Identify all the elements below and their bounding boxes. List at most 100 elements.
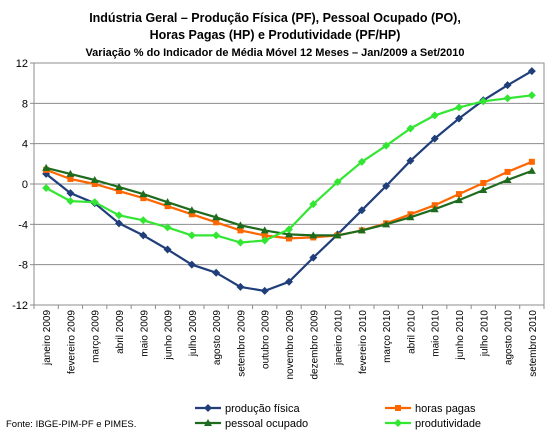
data-point [212,268,221,277]
y-tick-label: 0 [22,179,28,191]
x-tick-label: outubro 2009 [261,310,272,369]
x-tick-label: setembro 2009 [236,310,247,377]
data-point [66,197,75,206]
legend-label: pessoal ocupado [225,418,308,430]
data-point [479,97,488,106]
y-tick-label: 4 [22,139,28,151]
data-point [357,157,366,166]
data-point [187,231,196,240]
x-tick-label: julho 2009 [188,310,199,358]
x-tick-label: dezembro 2009 [309,310,320,380]
data-point [91,181,98,187]
x-tick-label: maio 2010 [431,310,442,357]
data-point [395,405,401,411]
x-tick-label: junho 2010 [455,310,466,361]
data-point [260,236,269,245]
chart-subtitle: Variação % do Indicador de Média Móvel 1… [85,47,464,59]
data-point [90,198,99,207]
data-point [430,134,439,143]
data-point [116,188,122,195]
data-point [140,195,147,202]
axes: 12 8 4 0 -4 -8 -12 janeiro 2009 fevereiro 2009 ma… [12,58,545,380]
x-tick-label: fevereiro 2009 [66,310,77,374]
data-point [527,67,536,76]
data-point [479,186,488,194]
x-tick-label: abril 2010 [406,310,417,354]
data-point [455,103,463,112]
data-point [333,231,342,239]
x-tick-label: junho 2009 [164,310,175,361]
legend-item: produção física [195,403,300,415]
data-point [406,213,415,221]
data-point [260,286,269,295]
data-point [236,221,245,229]
data-point [212,213,221,221]
data-point [333,177,342,186]
x-tick-label: abril 2009 [115,310,126,354]
data-point [285,277,293,286]
chart-title-line-2: Horas Pagas (HP) e Produtividade (PF/HP) [150,28,401,42]
x-tick-label: novembro 2009 [285,310,296,380]
data-point [164,203,171,210]
x-tick-label: janeiro 2010 [334,310,345,366]
data-point [528,158,535,165]
data-point [67,175,74,182]
data-point [430,111,439,120]
data-point [382,141,391,150]
y-tick-label: 8 [22,98,28,110]
x-tick-label: março 2009 [91,310,102,363]
data-point [139,190,148,198]
x-tick-label: setembro 2010 [528,310,539,377]
x-tick-label: julho 2010 [479,310,490,358]
data-point [406,156,415,165]
data-point [66,189,75,198]
chart-title-line-1: Indústria Geral – Produção Física (PF), … [89,11,461,25]
data-point [309,231,318,239]
data-point [431,202,438,209]
gridlines [34,102,544,266]
source-note: Fonte: IBGE-PIM-PF e PIMES. [6,419,136,430]
data-point [236,238,245,247]
x-tick-label: agosto 2010 [504,310,515,365]
data-point [503,94,512,103]
y-tick-label: -8 [18,260,28,272]
data-point [139,231,148,240]
legend: produção física horas pagas pessoal ocupad… [195,403,481,430]
data-point [237,227,244,234]
data-point [66,169,75,177]
data-point [213,219,220,226]
legend-item: produtividade [385,418,481,430]
data-point [163,245,172,254]
data-point [139,216,148,225]
data-point [163,198,172,206]
data-point [455,114,463,123]
legend-label: produção física [225,403,300,415]
legend-item: horas pagas [385,403,476,415]
data-point [260,226,269,234]
data-point [357,206,366,215]
data-point [406,124,415,133]
data-point [42,163,51,171]
data-point [204,419,212,426]
data-point [480,179,487,186]
y-tick-label: 12 [16,58,28,70]
data-point [286,235,292,242]
data-point [309,253,318,262]
data-point [212,231,221,240]
series-4 [42,91,536,247]
data-point [115,219,123,228]
data-point [503,81,512,90]
data-point [357,226,366,234]
data-point [261,232,268,239]
data-point [115,183,123,191]
data-point [204,404,212,412]
data-point [163,223,172,232]
data-point [188,211,195,218]
data-point [527,166,536,174]
legend-label: produtividade [415,418,481,430]
data-point [236,282,245,291]
data-point [309,200,318,209]
data-point [42,184,51,193]
data-point [503,175,512,183]
